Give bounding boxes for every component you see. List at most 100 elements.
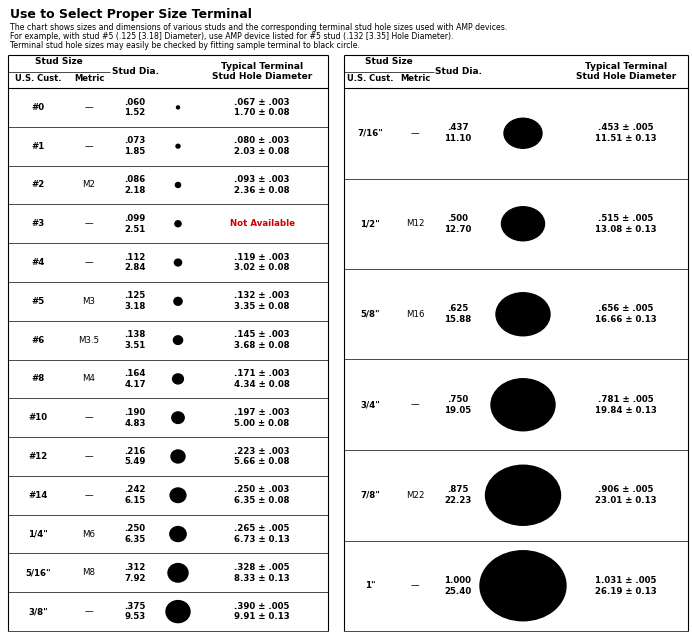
Text: —: —: [410, 581, 419, 590]
Text: 7/16": 7/16": [357, 129, 383, 138]
Ellipse shape: [168, 563, 188, 582]
Text: .390 ± .005
9.91 ± 0.13: .390 ± .005 9.91 ± 0.13: [234, 602, 290, 622]
Ellipse shape: [496, 293, 550, 336]
Text: .138
3.51: .138 3.51: [125, 331, 146, 350]
Text: .073
1.85: .073 1.85: [125, 136, 146, 156]
Text: .093 ± .003
2.36 ± 0.08: .093 ± .003 2.36 ± 0.08: [234, 175, 290, 195]
Text: Terminal stud hole sizes may easily be checked by fitting sample terminal to bla: Terminal stud hole sizes may easily be c…: [10, 41, 360, 50]
Text: .750
19.05: .750 19.05: [444, 395, 471, 415]
Text: 1.000
25.40: 1.000 25.40: [444, 576, 472, 595]
Ellipse shape: [172, 374, 183, 384]
Text: M3.5: M3.5: [78, 336, 100, 345]
Text: .875
22.23: .875 22.23: [444, 485, 472, 505]
Text: .515 ± .005
13.08 ± 0.13: .515 ± .005 13.08 ± 0.13: [595, 214, 657, 233]
Text: .242
6.15: .242 6.15: [125, 485, 146, 505]
Text: M16: M16: [406, 310, 424, 319]
Text: #12: #12: [28, 452, 48, 461]
Text: .132 ± .003
3.35 ± 0.08: .132 ± .003 3.35 ± 0.08: [234, 291, 290, 311]
Text: U.S. Cust.: U.S. Cust.: [15, 74, 62, 83]
Text: .080 ± .003
2.03 ± 0.08: .080 ± .003 2.03 ± 0.08: [235, 136, 290, 156]
Text: .781 ± .005
19.84 ± 0.13: .781 ± .005 19.84 ± 0.13: [595, 395, 657, 415]
Text: 5/16": 5/16": [25, 568, 51, 577]
Text: The chart shows sizes and dimensions of various studs and the corresponding term: The chart shows sizes and dimensions of …: [10, 23, 507, 32]
Text: .265 ± .005
6.73 ± 0.13: .265 ± .005 6.73 ± 0.13: [234, 524, 290, 544]
Ellipse shape: [166, 601, 190, 622]
Ellipse shape: [486, 466, 561, 525]
Text: .125
3.18: .125 3.18: [125, 291, 146, 311]
Text: Stud Size: Stud Size: [365, 57, 413, 66]
Text: M8: M8: [82, 568, 95, 577]
Text: .099
2.51: .099 2.51: [125, 214, 145, 233]
Text: .453 ± .005
11.51 ± 0.13: .453 ± .005 11.51 ± 0.13: [595, 123, 657, 143]
Text: .312
7.92: .312 7.92: [125, 563, 146, 583]
Text: Stud Dia.: Stud Dia.: [111, 67, 158, 76]
Ellipse shape: [176, 144, 180, 148]
Ellipse shape: [175, 221, 181, 227]
Text: .500
12.70: .500 12.70: [444, 214, 472, 233]
Ellipse shape: [175, 183, 181, 188]
Text: M3: M3: [82, 297, 95, 306]
Text: —: —: [84, 413, 93, 422]
Ellipse shape: [504, 118, 542, 149]
Text: For example, with stud #5 (.125 [3.18] Diameter), use AMP device listed for #5 s: For example, with stud #5 (.125 [3.18] D…: [10, 32, 453, 41]
Text: M22: M22: [406, 491, 424, 500]
Text: 1/4": 1/4": [28, 530, 48, 539]
Text: .086
2.18: .086 2.18: [125, 175, 146, 195]
Text: 1": 1": [365, 581, 375, 590]
Ellipse shape: [170, 488, 186, 502]
Text: .250 ± .003
6.35 ± 0.08: .250 ± .003 6.35 ± 0.08: [235, 485, 290, 505]
Text: U.S. Cust.: U.S. Cust.: [347, 74, 393, 83]
Text: —: —: [410, 129, 419, 138]
Text: #8: #8: [31, 374, 44, 383]
Text: .067 ± .003
1.70 ± 0.08: .067 ± .003 1.70 ± 0.08: [234, 98, 290, 117]
Text: .216
5.49: .216 5.49: [125, 447, 146, 466]
Text: .197 ± .003
5.00 ± 0.08: .197 ± .003 5.00 ± 0.08: [234, 408, 290, 428]
Text: .112
2.84: .112 2.84: [125, 253, 146, 273]
Text: .656 ± .005
16.66 ± 0.13: .656 ± .005 16.66 ± 0.13: [595, 304, 657, 324]
Ellipse shape: [174, 259, 181, 266]
Text: 1.031 ± .005
26.19 ± 0.13: 1.031 ± .005 26.19 ± 0.13: [595, 576, 657, 595]
Ellipse shape: [172, 412, 184, 424]
Text: #0: #0: [31, 103, 44, 112]
Text: Not Available: Not Available: [230, 219, 295, 228]
Text: M12: M12: [406, 219, 424, 228]
Text: 3/8": 3/8": [28, 607, 48, 616]
Text: Stud Dia.: Stud Dia.: [435, 67, 482, 76]
Text: #3: #3: [31, 219, 44, 228]
Text: Metric: Metric: [74, 74, 104, 83]
Text: .328 ± .005
8.33 ± 0.13: .328 ± .005 8.33 ± 0.13: [234, 563, 290, 583]
Text: M6: M6: [82, 530, 95, 539]
Text: #4: #4: [31, 258, 45, 267]
Text: #1: #1: [31, 141, 44, 150]
Text: .164
4.17: .164 4.17: [124, 369, 146, 389]
Text: Typical Terminal
Stud Hole Diameter: Typical Terminal Stud Hole Diameter: [212, 62, 312, 82]
Text: .119 ± .003
3.02 ± 0.08: .119 ± .003 3.02 ± 0.08: [234, 253, 290, 273]
Text: .625
15.88: .625 15.88: [444, 304, 472, 324]
Ellipse shape: [176, 106, 179, 109]
Text: #2: #2: [31, 181, 44, 190]
Text: #6: #6: [31, 336, 44, 345]
Text: —: —: [84, 219, 93, 228]
Text: Typical Terminal
Stud Hole Diameter: Typical Terminal Stud Hole Diameter: [576, 62, 676, 82]
Text: .060
1.52: .060 1.52: [125, 98, 145, 117]
Text: .190
4.83: .190 4.83: [125, 408, 146, 428]
Text: 3/4": 3/4": [360, 400, 380, 409]
Text: M4: M4: [82, 374, 95, 383]
Text: .223 ± .003
5.66 ± 0.08: .223 ± .003 5.66 ± 0.08: [234, 447, 290, 466]
Ellipse shape: [491, 379, 555, 431]
Text: Stud Size: Stud Size: [35, 57, 83, 66]
Text: Metric: Metric: [400, 74, 430, 83]
Text: —: —: [84, 141, 93, 150]
Text: 5/8": 5/8": [361, 310, 380, 319]
Text: —: —: [84, 103, 93, 112]
Text: .375
9.53: .375 9.53: [125, 602, 146, 622]
Text: .145 ± .003
3.68 ± 0.08: .145 ± .003 3.68 ± 0.08: [234, 331, 290, 350]
Text: #14: #14: [28, 491, 48, 500]
Ellipse shape: [174, 336, 183, 345]
Text: —: —: [84, 452, 93, 461]
Text: —: —: [410, 400, 419, 409]
Text: .437
11.10: .437 11.10: [444, 123, 472, 143]
Ellipse shape: [174, 298, 182, 305]
Text: —: —: [84, 491, 93, 500]
Text: .250
6.35: .250 6.35: [125, 524, 145, 544]
